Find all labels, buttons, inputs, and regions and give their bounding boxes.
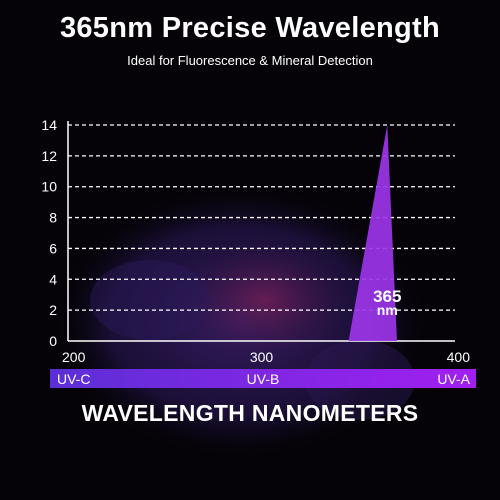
peak-label: 365 [373,287,401,306]
uv-band-label: UV-C [57,371,90,387]
y-tick-label: 12 [41,148,57,164]
y-tick-label: 8 [49,210,57,226]
y-tick-label: 14 [41,117,57,133]
peak-label: nm [377,302,398,318]
y-tick-label: 6 [49,240,57,256]
x-tick-label: 200 [62,349,86,365]
peak-365nm [348,125,397,341]
x-tick-label: 300 [250,349,274,365]
y-tick-label: 0 [49,333,57,349]
uv-band-label: UV-A [437,371,470,387]
y-tick-label: 10 [41,179,57,195]
uv-band-label: UV-B [247,371,280,387]
x-axis-label: WAVELENGTH NANOMETERS [81,400,419,426]
uv-band-bar [50,369,476,388]
y-tick-label: 4 [49,271,57,287]
x-tick-label: 400 [447,349,471,365]
page-title: 365nm Precise Wavelength [59,12,441,44]
page-subtitle: Ideal for Fluorescence & Mineral Detecti… [127,53,373,68]
y-tick-label: 2 [49,302,57,318]
